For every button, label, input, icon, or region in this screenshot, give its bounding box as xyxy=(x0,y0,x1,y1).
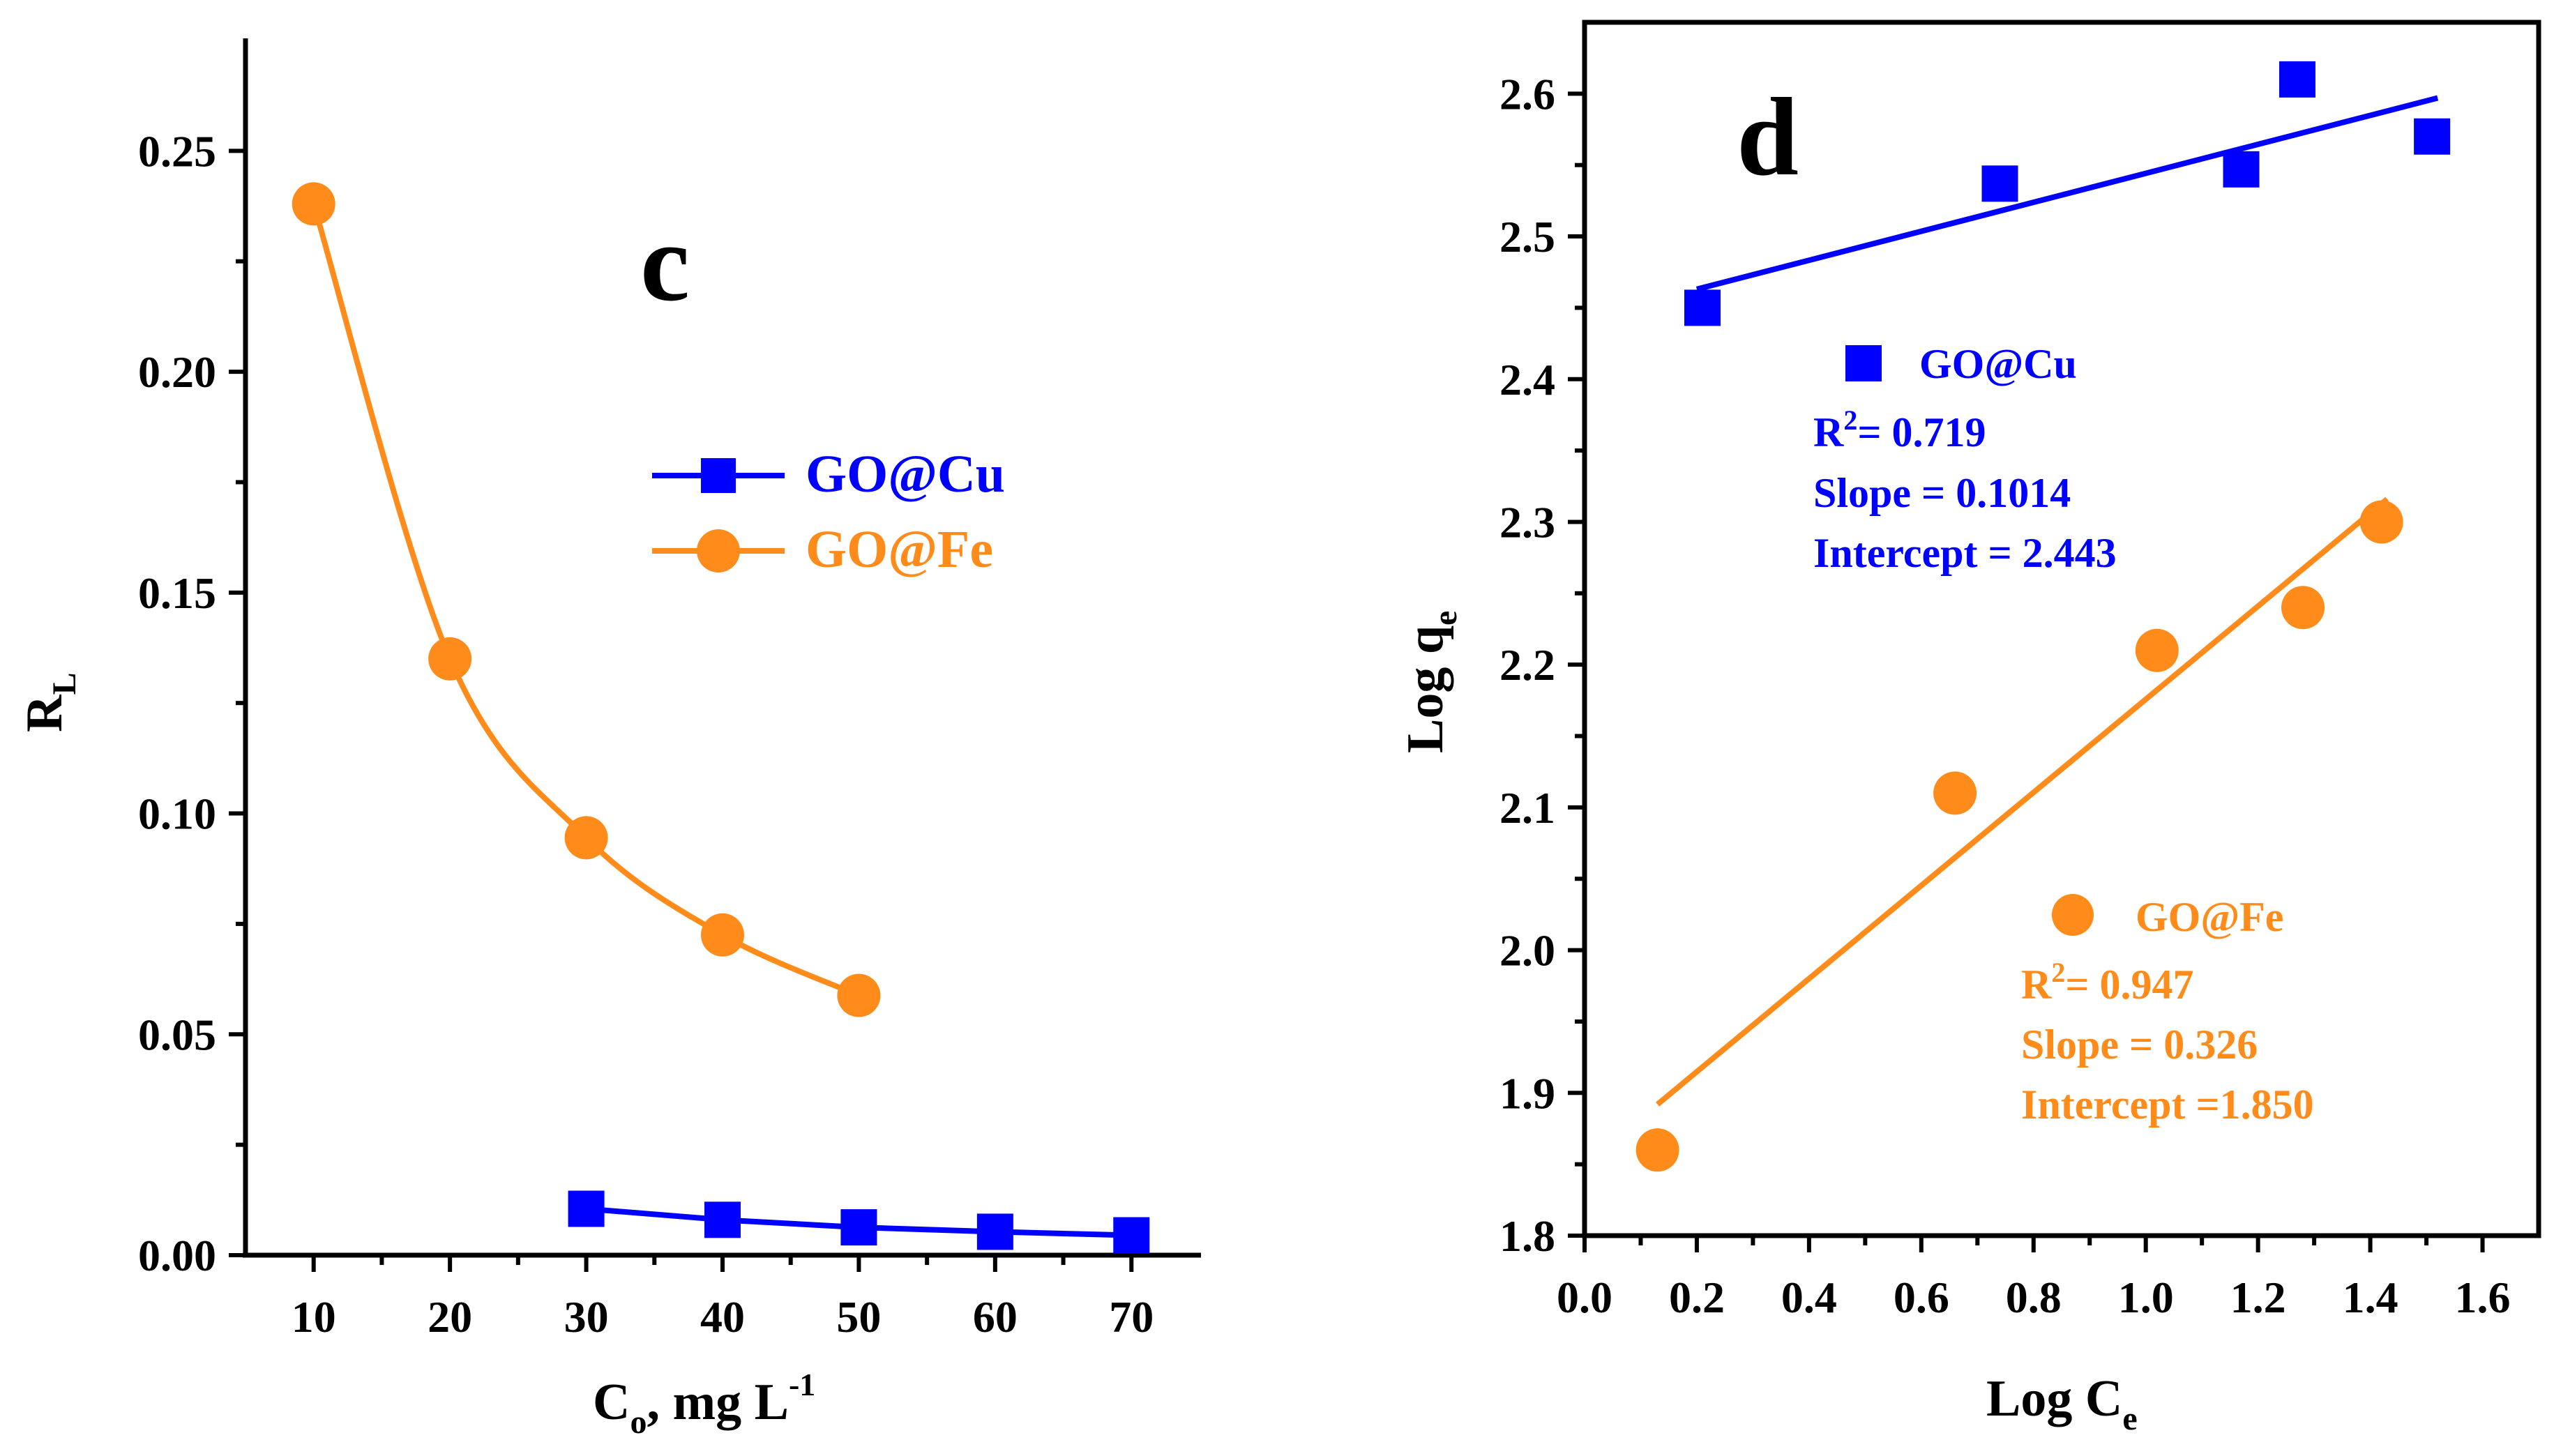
go-fe-point xyxy=(2359,500,2403,544)
x-tick-label: 40 xyxy=(700,1292,745,1342)
y-tick-label: 0.05 xyxy=(138,1010,216,1059)
panel-c-xlabel: C xyxy=(593,1374,630,1431)
panel-c-y-axis-title: RL xyxy=(16,673,83,732)
go-fe-point xyxy=(2281,586,2325,630)
panel-d-ylabel: Log q xyxy=(1397,625,1454,753)
go-cu-fit-line xyxy=(1695,95,2439,292)
panel-d-xlabel: Log C xyxy=(1986,1370,2122,1427)
panel-c-ylabel: R xyxy=(16,694,73,732)
annotation-fe-marker xyxy=(2052,894,2094,936)
go-cu-point xyxy=(568,1190,605,1227)
y-tick-label: 2.3 xyxy=(1499,497,1555,547)
panel-d-fe-annotation: GO@Fe R2= 0.947 Slope = 0.326 Intercept … xyxy=(2021,894,2314,1128)
go-cu-point xyxy=(2279,61,2315,98)
go-cu-point xyxy=(1684,289,1721,326)
x-tick-label: 0.8 xyxy=(2006,1273,2062,1322)
y-tick-label: 0.10 xyxy=(138,789,216,839)
annotation-cu-r2-value: = 0.719 xyxy=(1857,409,1986,455)
go-fe-point xyxy=(701,913,744,957)
panel-d-label: d xyxy=(1737,75,1799,199)
annotation-fe-r2: R2= 0.947 xyxy=(2021,957,2194,1008)
go-cu-point xyxy=(840,1209,877,1246)
go-fe-point xyxy=(837,973,881,1017)
y-tick-label: 1.8 xyxy=(1499,1211,1555,1261)
panel-d-xlabel-sub: e xyxy=(2122,1400,2137,1437)
go-fe-point xyxy=(1933,771,1977,815)
y-tick-label: 0.25 xyxy=(138,126,216,176)
y-tick-label: 2.0 xyxy=(1499,926,1555,976)
panel-c-x-axis-title: Co, mg L-1 xyxy=(593,1367,815,1441)
x-tick-label: 1.4 xyxy=(2343,1273,2398,1322)
go-fe-point xyxy=(428,637,472,681)
x-tick-label: 0.2 xyxy=(1669,1273,1725,1322)
go-cu-point xyxy=(1981,165,2018,202)
y-tick-label: 0.20 xyxy=(138,347,216,397)
annotation-cu-intercept: Intercept = 2.443 xyxy=(1813,530,2117,576)
annotation-cu-r2: R2= 0.719 xyxy=(1813,404,1986,455)
x-tick-label: 60 xyxy=(973,1292,1018,1342)
legend-cu-label: GO@Cu xyxy=(806,445,1005,503)
panel-d-y-axis-title: Log qe xyxy=(1397,611,1464,753)
panel-c-label: c xyxy=(640,200,690,324)
go-cu-point xyxy=(976,1213,1013,1250)
x-tick-label: 10 xyxy=(292,1292,336,1342)
go-fe-fit-line xyxy=(1656,496,2389,1107)
panel-c-ylabel-sub: L xyxy=(46,673,83,695)
annotation-cu-name: GO@Cu xyxy=(1919,341,2077,387)
x-tick-label: 50 xyxy=(836,1292,881,1342)
annotation-fe-r2-value: = 0.947 xyxy=(2065,962,2193,1008)
y-tick-label: 2.1 xyxy=(1499,783,1555,833)
panel-c-xlabel-sup: -1 xyxy=(789,1367,815,1402)
legend-cu-marker xyxy=(701,458,736,493)
x-tick-label: 70 xyxy=(1109,1292,1154,1342)
annotation-fe-r2-label: R xyxy=(2021,962,2052,1008)
y-tick-label: 0.00 xyxy=(138,1231,216,1280)
x-tick-label: 0.4 xyxy=(1781,1273,1837,1322)
annotation-fe-name: GO@Fe xyxy=(2136,894,2283,940)
annotation-fe-r2-sup: 2 xyxy=(2051,957,2065,988)
x-tick-label: 20 xyxy=(428,1292,472,1342)
panel-c-chart: 10 20 30 40 50 60 70 0.000.050.100.150.200.25 … xyxy=(16,38,1201,1441)
go-fe-point xyxy=(1635,1128,1679,1172)
panel-c-xlabel-rest: , mg L xyxy=(647,1374,789,1431)
annotation-fe-slope: Slope = 0.326 xyxy=(2021,1022,2258,1068)
panel-d-x-axis-title: Log Ce xyxy=(1986,1370,2138,1437)
x-tick-label: 30 xyxy=(564,1292,609,1342)
y-tick-label: 2.2 xyxy=(1499,640,1555,690)
go-fe-point xyxy=(292,182,335,226)
go-cu-point xyxy=(2414,118,2451,155)
y-tick-label: 2.5 xyxy=(1499,212,1555,261)
annotation-fe-intercept: Intercept =1.850 xyxy=(2021,1082,2314,1128)
go-cu-point xyxy=(2223,151,2260,188)
go-cu-point xyxy=(1113,1217,1150,1254)
x-tick-label: 0.6 xyxy=(1894,1273,1949,1322)
legend-fe-label: GO@Fe xyxy=(806,520,993,579)
annotation-cu-marker xyxy=(1845,345,1882,381)
panel-d-cu-annotation: GO@Cu R2= 0.719 Slope = 0.1014 Intercept… xyxy=(1813,341,2117,576)
x-tick-label: 1.2 xyxy=(2230,1273,2286,1322)
go-cu-point xyxy=(704,1201,741,1238)
go-fe-point xyxy=(564,816,608,860)
y-tick-label: 0.15 xyxy=(138,568,216,618)
y-tick-label: 2.6 xyxy=(1499,69,1555,119)
x-tick-label: 0.0 xyxy=(1557,1273,1612,1322)
y-tick-label: 2.4 xyxy=(1499,355,1555,404)
annotation-cu-r2-label: R xyxy=(1813,409,1844,455)
panel-c-xlabel-sub: o xyxy=(630,1404,647,1441)
go-fe-point xyxy=(2135,628,2179,672)
annotation-cu-r2-sup: 2 xyxy=(1843,404,1857,436)
panel-d-ylabel-sub: e xyxy=(1427,611,1464,625)
panel-d-chart: 0.0 0.2 0.4 0.6 0.8 1.0 1.2 1.4 1.6 1.8 1.9 2.0 2.1… xyxy=(1397,20,2541,1437)
legend-fe-marker xyxy=(697,529,740,572)
panel-c-legend: GO@Cu GO@Fe xyxy=(652,445,1005,579)
y-tick-label: 1.9 xyxy=(1499,1068,1555,1118)
x-tick-label: 1.0 xyxy=(2118,1273,2174,1322)
x-tick-label: 1.6 xyxy=(2455,1273,2511,1322)
annotation-cu-slope: Slope = 0.1014 xyxy=(1813,470,2071,516)
